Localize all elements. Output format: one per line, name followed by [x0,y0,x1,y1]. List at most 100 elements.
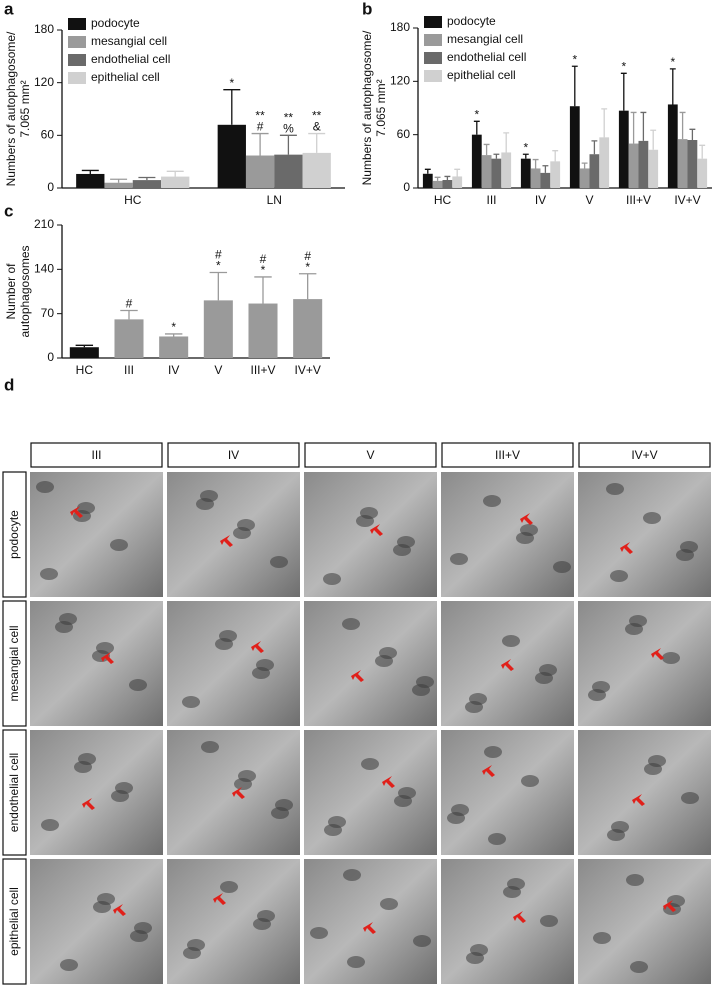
row-label: epithelial cell [7,887,21,956]
annotation: # [304,249,311,263]
column-header: IV [228,448,239,462]
x-tick-label: III [486,193,496,207]
error-bar [164,333,183,337]
arrow [113,904,126,916]
bar [667,104,678,188]
panel-label: c [4,201,13,220]
row-label-box [2,858,27,985]
legend-swatch [68,54,86,66]
y-tick-label: 120 [390,74,410,88]
arrow [501,659,514,671]
arrow [363,922,376,934]
annotation: # [126,297,133,311]
organelle [78,753,96,765]
micrograph [441,472,574,597]
organelle [129,679,147,691]
bar [274,154,303,188]
x-tick-label: IV+V [294,363,320,377]
error-bar [454,168,461,177]
bar [217,124,246,188]
organelle [379,647,397,659]
bar [569,106,580,188]
arrow [632,794,645,806]
legend-label: mesangial cell [91,34,167,48]
x-tick-label: LN [267,193,282,207]
organelle [96,642,114,654]
organelle [662,652,680,664]
legend-label: endothelial cell [447,50,526,64]
annotation: # [215,248,222,262]
annotation: ** [312,109,322,123]
legend-swatch [424,70,442,82]
y-axis-label: 7.065 mm² [374,79,388,136]
micrograph [30,859,163,984]
arrow [220,535,233,547]
legend-label: mesangial cell [447,32,523,46]
organelle [470,944,488,956]
column-header-box [167,442,300,468]
bar [432,180,443,188]
annotation: * [261,263,266,277]
error-bar [669,68,676,105]
organelle [451,804,469,816]
bar [203,300,233,358]
row-label: mesangial cell [7,625,21,701]
organelle [502,635,520,647]
annotation: ** [255,109,265,123]
y-tick-label: 140 [34,262,54,276]
annotation: * [621,60,626,74]
legend-label: podocyte [447,14,496,28]
arrow [101,652,114,664]
organelle [115,782,133,794]
organelle [413,935,431,947]
error-bar [679,111,686,140]
error-bar [630,111,637,144]
legend-label: epithelial cell [447,68,516,82]
legend-swatch [424,34,442,46]
error-bar [166,170,184,177]
error-bar [251,132,269,156]
organelle [680,541,698,553]
organelle [97,893,115,905]
panel-label: d [4,375,14,394]
column-header: IV+V [631,448,657,462]
x-tick-label: HC [76,363,94,377]
y-axis-label: Number of [4,263,18,320]
organelle [540,915,558,927]
y-tick-label: 210 [34,217,54,231]
bar [589,154,600,188]
organelle [275,799,293,811]
annotation: * [572,52,577,66]
panel-label: b [362,0,372,18]
organelle [328,816,346,828]
annotation: # [260,252,267,266]
organelle [553,561,571,573]
bar [687,140,698,188]
x-tick-label: III+V [250,363,275,377]
bar [491,158,502,188]
organelle [380,898,398,910]
bar [540,172,551,188]
arrow [520,513,533,525]
bar [293,299,323,358]
x-tick-label: IV+V [674,193,700,207]
organelle [610,570,628,582]
column-header-box [304,442,437,468]
column-header-box [578,442,711,468]
bar [159,336,189,358]
organelle [219,630,237,642]
error-bar [532,158,539,169]
arrow [213,893,226,905]
organelle [643,512,661,524]
bar [104,182,133,188]
x-tick-label: IV [168,363,179,377]
organelle [40,568,58,580]
column-header-box [441,442,574,468]
annotation: % [283,122,294,136]
arrow [513,911,526,923]
arrow [232,787,245,799]
x-tick-label: HC [124,193,142,207]
organelle [630,961,648,973]
organelle [629,615,647,627]
